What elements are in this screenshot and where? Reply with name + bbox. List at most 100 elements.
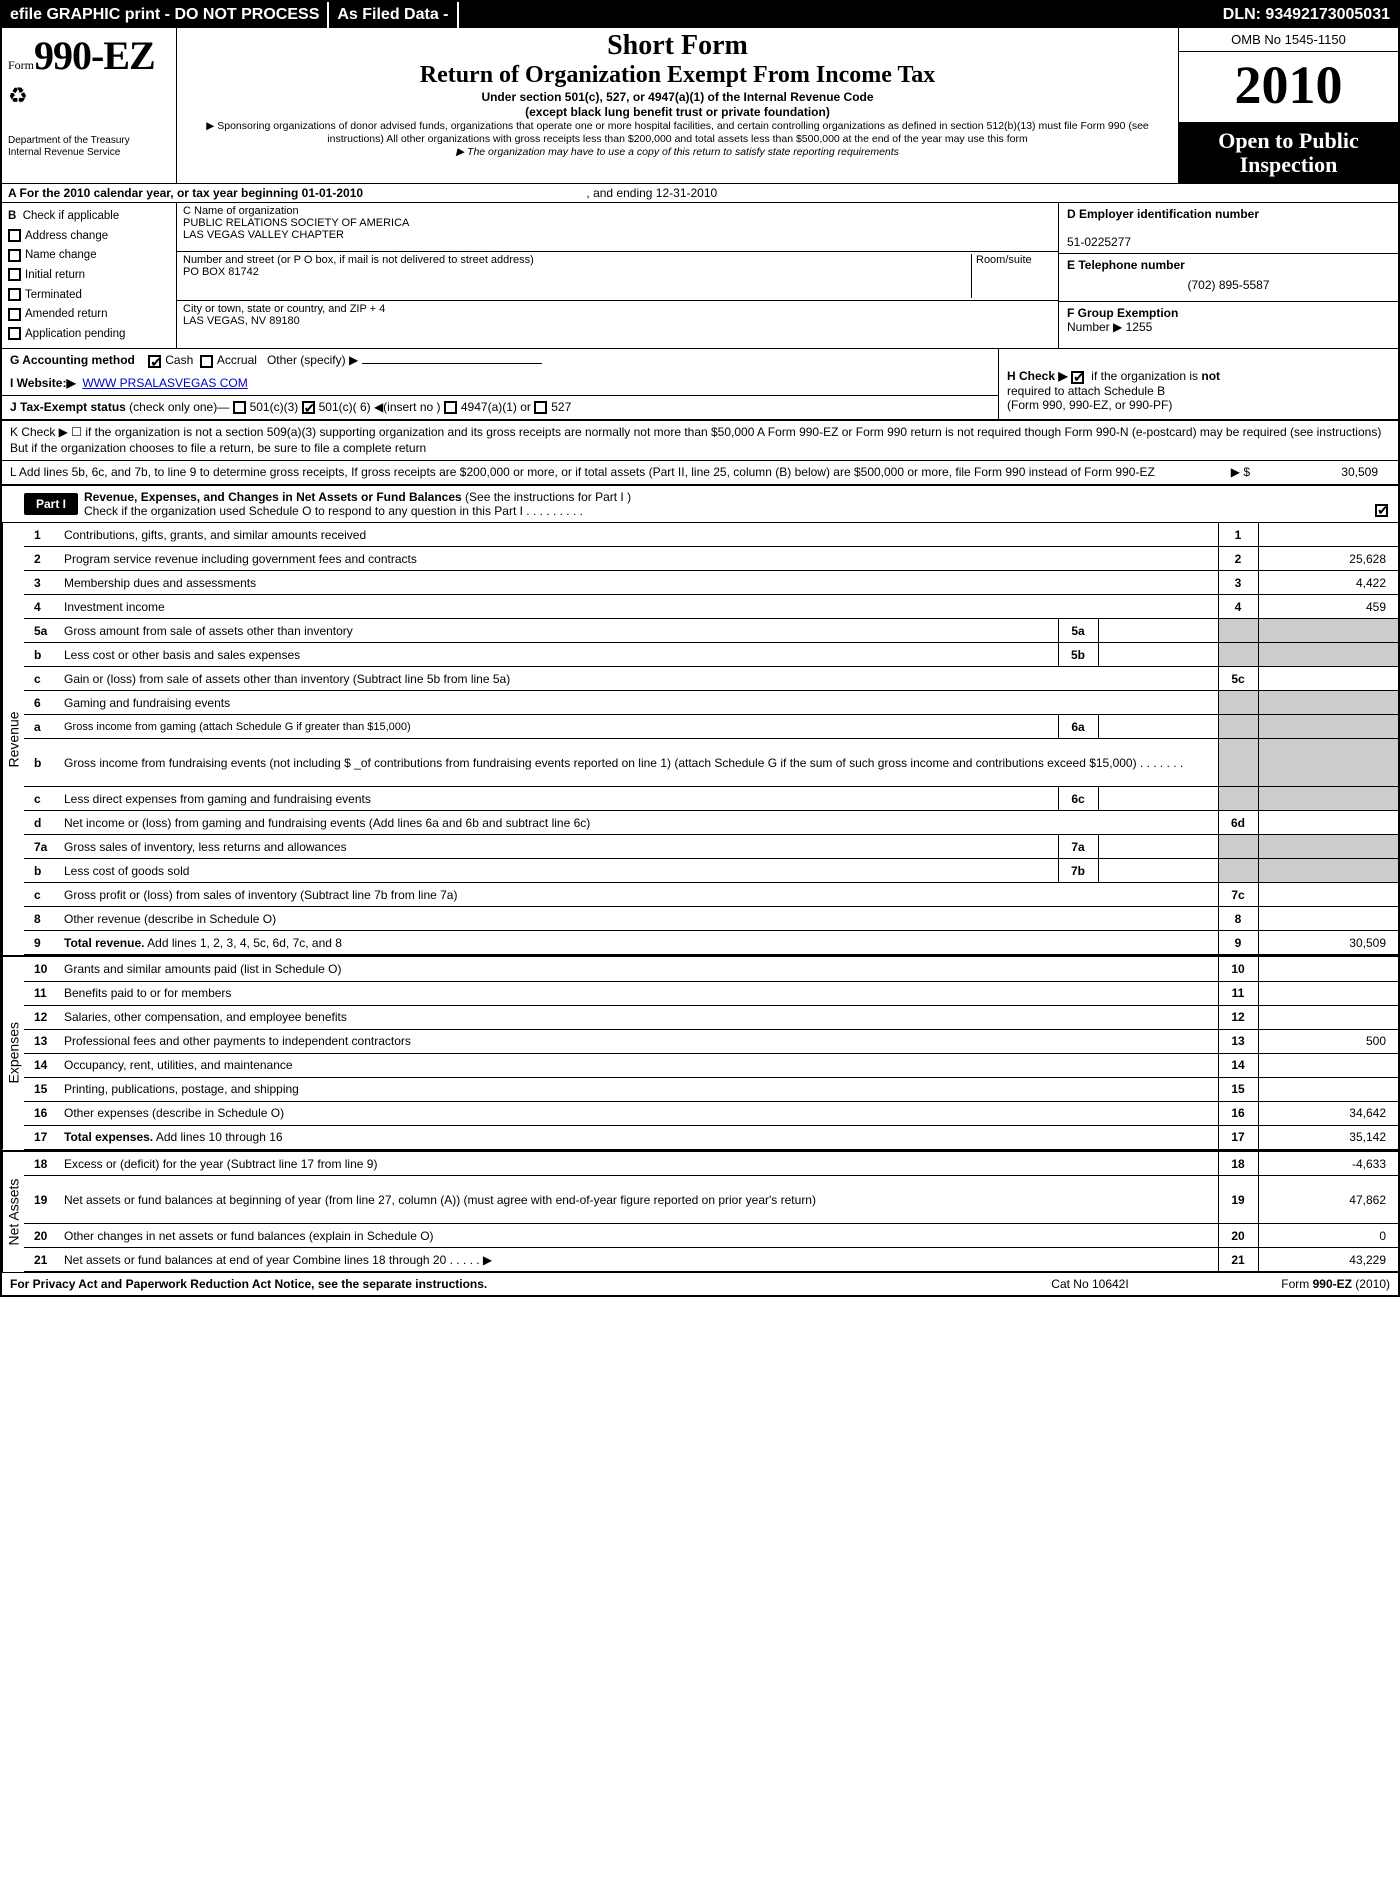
- line-desc: Printing, publications, postage, and shi…: [58, 1077, 1218, 1101]
- line-label: 7c: [1218, 883, 1258, 907]
- line-value: 43,229: [1258, 1248, 1398, 1272]
- room-label: Room/suite: [972, 254, 1052, 298]
- line-value: 4,422: [1258, 571, 1398, 595]
- h-text4: (Form 990, 990-EZ, or 990-PF): [1007, 398, 1172, 412]
- line-value: [1258, 643, 1398, 667]
- topbar-fill: [459, 2, 1215, 28]
- line-number: 13: [24, 1029, 58, 1053]
- row-a-label: A For the 2010 calendar year, or tax yea…: [8, 186, 363, 200]
- line-value: [1258, 1053, 1398, 1077]
- line-number: b: [24, 739, 58, 787]
- h-text1: H Check ▶: [1007, 369, 1068, 383]
- line-label: 4: [1218, 595, 1258, 619]
- b-terminated[interactable]: Terminated: [8, 286, 170, 306]
- street-label: Number and street (or P O box, if mail i…: [183, 254, 967, 266]
- b-address-change[interactable]: Address change: [8, 227, 170, 247]
- sub-value: [1098, 787, 1218, 811]
- section-bcdef: B Check if applicable Address change Nam…: [2, 203, 1398, 349]
- part1-schedule-o-check[interactable]: [1375, 504, 1388, 517]
- line-desc: Gross profit or (loss) from sales of inv…: [58, 883, 1218, 907]
- g-cash-check[interactable]: [148, 355, 161, 368]
- main-title: Return of Organization Exempt From Incom…: [183, 62, 1172, 89]
- j-label: J Tax-Exempt status: [10, 400, 126, 414]
- line-row: cLess direct expenses from gaming and fu…: [24, 787, 1398, 811]
- sub-value: [1098, 619, 1218, 643]
- footer-right: 990-EZ: [1313, 1277, 1352, 1291]
- line-row: bGross income from fundraising events (n…: [24, 739, 1398, 787]
- form-prefix: Form: [8, 58, 34, 72]
- omb-number: OMB No 1545-1150: [1179, 28, 1398, 52]
- open-to-public: Open to Public Inspection: [1179, 123, 1398, 183]
- topbar-mid: As Filed Data -: [329, 2, 458, 28]
- row-j: J Tax-Exempt status (check only one)— 50…: [2, 396, 998, 419]
- line-number: 7a: [24, 835, 58, 859]
- line-value: [1258, 811, 1398, 835]
- line-row: 17Total expenses. Add lines 10 through 1…: [24, 1125, 1398, 1149]
- c-name-row: C Name of organization PUBLIC RELATIONS …: [177, 203, 1058, 252]
- d-value: 51-0225277: [1067, 235, 1131, 249]
- line-label: 2: [1218, 547, 1258, 571]
- j-501c-check[interactable]: [302, 401, 315, 414]
- line-label: [1218, 739, 1258, 787]
- line-value: 34,642: [1258, 1101, 1398, 1125]
- b-initial-return[interactable]: Initial return: [8, 266, 170, 286]
- line-row: 14Occupancy, rent, utilities, and mainte…: [24, 1053, 1398, 1077]
- line-desc: Total expenses. Add lines 10 through 16: [58, 1125, 1218, 1149]
- b-letter: B: [8, 210, 16, 222]
- line-row: 11Benefits paid to or for members11: [24, 981, 1398, 1005]
- line-row: aGross income from gaming (attach Schedu…: [24, 715, 1398, 739]
- line-value: [1258, 859, 1398, 883]
- line-row: 18Excess or (deficit) for the year (Subt…: [24, 1152, 1398, 1176]
- form-number-box: Form990-EZ ♻ Department of the Treasury …: [2, 28, 177, 183]
- form-page: efile GRAPHIC print - DO NOT PROCESS As …: [0, 0, 1400, 1297]
- line-label: 15: [1218, 1077, 1258, 1101]
- line-value: [1258, 523, 1398, 547]
- h-check[interactable]: [1071, 371, 1084, 384]
- column-c: C Name of organization PUBLIC RELATIONS …: [177, 203, 1058, 348]
- line-row: 20Other changes in net assets or fund ba…: [24, 1224, 1398, 1248]
- line-desc: Other expenses (describe in Schedule O): [58, 1101, 1218, 1125]
- line-value: 459: [1258, 595, 1398, 619]
- line-value: -4,633: [1258, 1152, 1398, 1176]
- b-amended-return[interactable]: Amended return: [8, 305, 170, 325]
- line-label: 9: [1218, 931, 1258, 955]
- b-check-applicable: B Check if applicable: [8, 207, 170, 227]
- line-row: 4Investment income4459: [24, 595, 1398, 619]
- footer-left: For Privacy Act and Paperwork Reduction …: [10, 1277, 487, 1291]
- footer: For Privacy Act and Paperwork Reduction …: [2, 1272, 1398, 1295]
- open-public-2: Inspection: [1183, 153, 1394, 177]
- b-application-pending[interactable]: Application pending: [8, 325, 170, 345]
- e-value: (702) 895-5587: [1067, 278, 1390, 292]
- line-value: [1258, 619, 1398, 643]
- j-527-check[interactable]: [534, 401, 547, 414]
- tax-year: 2010: [1179, 52, 1398, 123]
- line-number: 12: [24, 1005, 58, 1029]
- row-a-ending: , and ending 12-31-2010: [586, 186, 717, 200]
- line-desc: Gaming and fundraising events: [58, 691, 1218, 715]
- g-accrual-check[interactable]: [200, 355, 213, 368]
- sub-value: [1098, 643, 1218, 667]
- line-number: 2: [24, 547, 58, 571]
- subtitle-1: Under section 501(c), 527, or 4947(a)(1)…: [183, 90, 1172, 104]
- j-4947-check[interactable]: [444, 401, 457, 414]
- line-label: 18: [1218, 1152, 1258, 1176]
- line-desc: Professional fees and other payments to …: [58, 1029, 1218, 1053]
- line-value: [1258, 1005, 1398, 1029]
- website-link[interactable]: WWW PRSALASVEGAS COM: [82, 376, 247, 390]
- sub-label: 6a: [1058, 715, 1098, 739]
- f-group: F Group Exemption Number ▶ 1255: [1059, 302, 1398, 348]
- line-desc: Net assets or fund balances at beginning…: [58, 1176, 1218, 1224]
- part1-badge: Part I: [24, 493, 78, 515]
- j-501c3-check[interactable]: [233, 401, 246, 414]
- i-label: I Website:▶: [10, 376, 76, 390]
- line-value: [1258, 957, 1398, 981]
- line-row: 16Other expenses (describe in Schedule O…: [24, 1101, 1398, 1125]
- topbar-dln: DLN: 93492173005031: [1215, 2, 1398, 28]
- line-value: [1258, 715, 1398, 739]
- b-item-0: Check if applicable: [23, 210, 120, 222]
- line-value: 25,628: [1258, 547, 1398, 571]
- line-label: [1218, 859, 1258, 883]
- b-name-change[interactable]: Name change: [8, 246, 170, 266]
- dept-line1: Department of the Treasury: [8, 135, 170, 147]
- line-number: 17: [24, 1125, 58, 1149]
